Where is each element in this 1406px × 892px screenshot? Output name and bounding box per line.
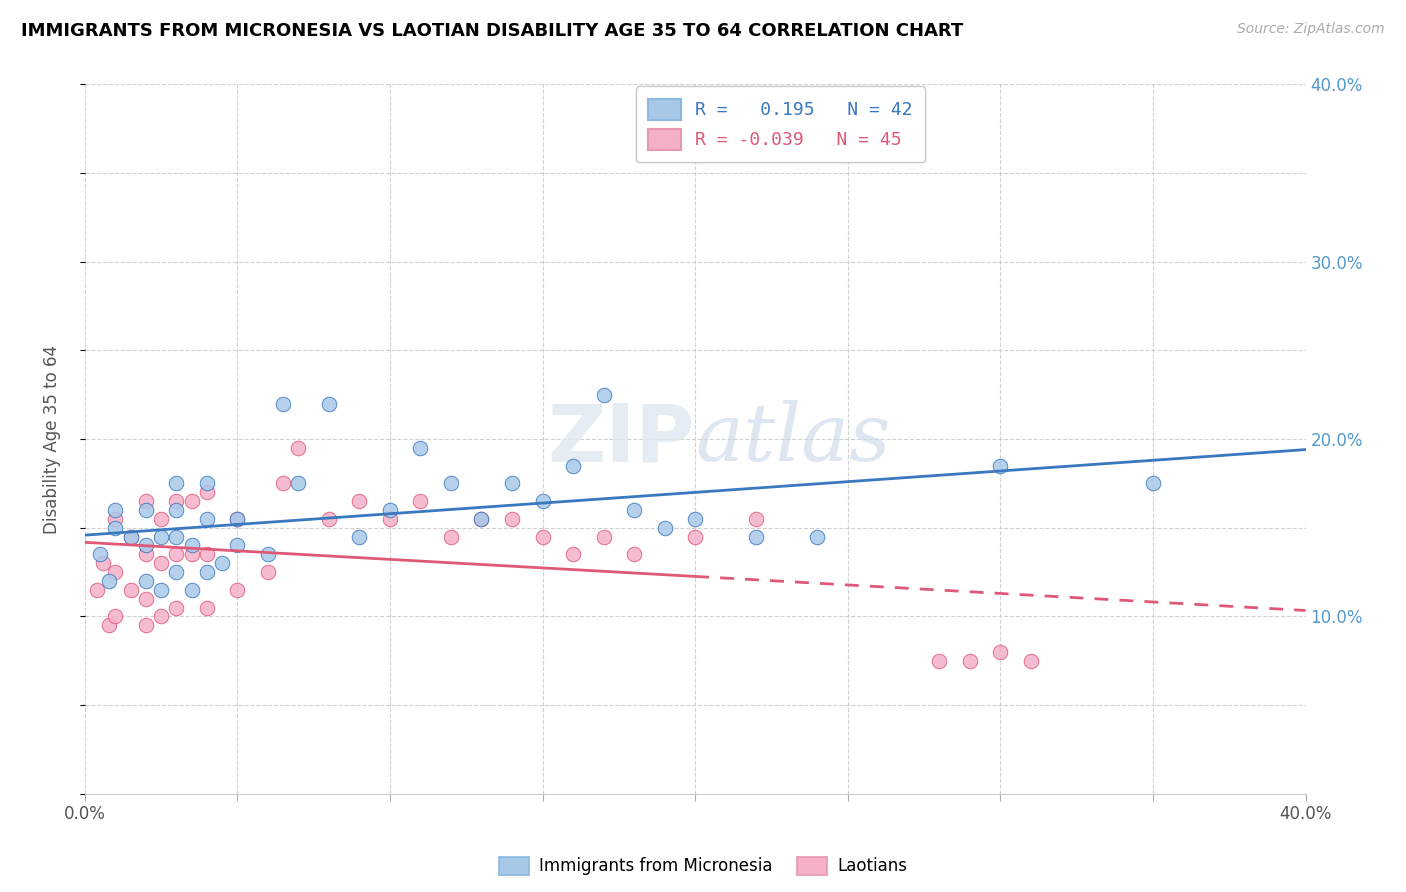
Point (531, 530, 554, 544)
Point (135, 618, 157, 632)
Point (271, 396, 294, 410)
Point (257, 547, 280, 561)
Point (195, 600, 218, 615)
Text: ZIP: ZIP (548, 400, 695, 478)
Point (440, 530, 463, 544)
Point (287, 476, 309, 491)
Point (165, 530, 187, 544)
Point (287, 441, 309, 455)
Point (745, 530, 768, 544)
Text: Source: ZipAtlas.com: Source: ZipAtlas.com (1237, 22, 1385, 37)
Point (89, 547, 111, 561)
Point (86, 582, 108, 597)
Point (180, 582, 202, 597)
Point (928, 654, 950, 668)
Point (562, 547, 585, 561)
Point (654, 521, 676, 535)
Point (180, 494, 202, 508)
Point (135, 538, 157, 552)
Point (501, 512, 523, 526)
Point (318, 396, 340, 410)
Point (104, 609, 127, 624)
Point (988, 458, 1011, 473)
Point (104, 565, 127, 579)
Point (226, 538, 249, 552)
Point (988, 645, 1011, 659)
Point (1142, 476, 1164, 491)
Point (150, 512, 173, 526)
Point (683, 512, 706, 526)
Point (409, 494, 432, 508)
Point (501, 476, 523, 491)
Point (592, 388, 614, 402)
Point (349, 530, 371, 544)
Point (226, 582, 249, 597)
Point (104, 503, 127, 517)
Point (440, 476, 463, 491)
Point (1019, 654, 1042, 668)
Point (195, 565, 218, 579)
Point (104, 521, 127, 535)
Point (104, 512, 127, 526)
Point (195, 476, 218, 491)
Point (135, 591, 157, 606)
Point (623, 547, 645, 561)
Point (211, 556, 233, 570)
Point (150, 609, 173, 624)
Point (195, 485, 218, 500)
Text: atlas: atlas (695, 401, 890, 478)
Point (165, 494, 187, 508)
Point (180, 538, 202, 552)
Point (98, 618, 121, 632)
Point (271, 476, 294, 491)
Point (135, 503, 157, 517)
Point (378, 503, 401, 517)
Point (120, 530, 142, 544)
Point (98, 574, 121, 588)
Point (165, 503, 187, 517)
Point (180, 547, 202, 561)
Point (562, 458, 585, 473)
Point (150, 556, 173, 570)
Point (135, 547, 157, 561)
Point (378, 512, 401, 526)
Point (683, 530, 706, 544)
Point (349, 494, 371, 508)
Y-axis label: Disability Age 35 to 64: Disability Age 35 to 64 (44, 344, 60, 533)
Point (226, 512, 249, 526)
Point (150, 582, 173, 597)
Point (226, 512, 249, 526)
Point (135, 494, 157, 508)
Point (120, 530, 142, 544)
Point (745, 512, 768, 526)
Point (409, 441, 432, 455)
Point (257, 565, 280, 579)
Point (806, 530, 828, 544)
Point (470, 512, 492, 526)
Point (91, 556, 114, 570)
Legend: Immigrants from Micronesia, Laotians: Immigrants from Micronesia, Laotians (492, 850, 914, 882)
Point (623, 503, 645, 517)
Point (470, 512, 492, 526)
Point (195, 547, 218, 561)
Point (135, 574, 157, 588)
Point (959, 654, 981, 668)
Text: IMMIGRANTS FROM MICRONESIA VS LAOTIAN DISABILITY AGE 35 TO 64 CORRELATION CHART: IMMIGRANTS FROM MICRONESIA VS LAOTIAN DI… (21, 22, 963, 40)
Point (531, 494, 554, 508)
Point (150, 530, 173, 544)
Legend: R =   0.195   N = 42, R = -0.039   N = 45: R = 0.195 N = 42, R = -0.039 N = 45 (636, 87, 925, 162)
Point (165, 547, 187, 561)
Point (195, 512, 218, 526)
Point (318, 512, 340, 526)
Point (165, 565, 187, 579)
Point (592, 530, 614, 544)
Point (120, 582, 142, 597)
Point (165, 476, 187, 491)
Point (165, 600, 187, 615)
